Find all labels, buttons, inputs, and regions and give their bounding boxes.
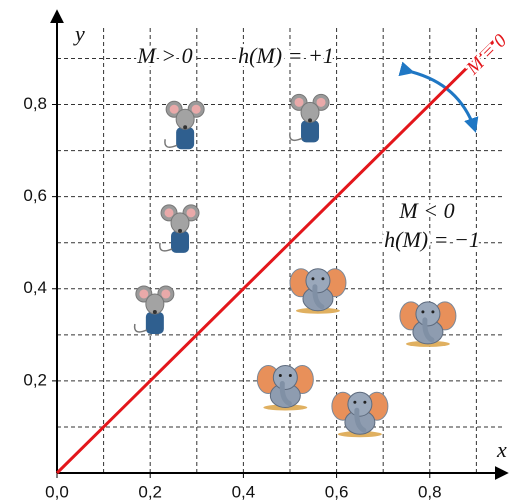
y-tick-label: 0,6 — [23, 186, 47, 205]
mouse-tail — [164, 139, 178, 148]
mouse-tail — [289, 132, 303, 142]
x-axis-title: x — [496, 437, 507, 462]
mouse-point — [164, 100, 205, 150]
elephant-trunk — [422, 317, 435, 343]
y-axis-title: y — [73, 21, 85, 46]
elephant-eye — [421, 310, 425, 314]
mouse-ear-inner — [164, 208, 174, 218]
mouse-ear-inner — [191, 104, 201, 114]
mouse-nose — [152, 309, 157, 314]
mouse-ear-inner — [186, 208, 196, 218]
elephant-eye — [431, 310, 435, 314]
mouse-ear-inner — [139, 289, 149, 299]
mouse-head — [175, 108, 195, 130]
y-tick-label: 0,8 — [23, 94, 47, 113]
decision-boundary — [55, 34, 501, 475]
elephant-eye — [353, 400, 357, 404]
elephant-eye — [278, 373, 282, 377]
elephant-head — [305, 268, 331, 294]
elephant-trunk — [312, 284, 325, 310]
boundary-label: M = 0 — [462, 30, 510, 80]
rotation-arrow — [398, 61, 479, 133]
elephant-point — [399, 301, 457, 347]
mouse-body — [176, 127, 195, 150]
mouse-ear-inner — [316, 97, 326, 107]
elephant-trunk — [354, 407, 367, 433]
mouse-body — [301, 120, 320, 143]
mouse-point — [133, 285, 175, 334]
mouse-ear-inner — [294, 97, 304, 107]
mouse-nose — [308, 118, 313, 123]
annotation: M > 0 — [136, 43, 192, 68]
mouse-body — [171, 230, 190, 253]
elephant-eye — [321, 277, 325, 281]
elephant-point — [331, 391, 389, 438]
elephant-head — [272, 364, 298, 390]
mouse-nose — [178, 228, 183, 233]
y-tick-label: 0,4 — [23, 278, 47, 297]
mouse-ear-inner — [161, 289, 171, 299]
annotation: h(M) = +1 — [238, 43, 334, 68]
mouse-ear-inner — [169, 104, 179, 114]
elephant-point — [289, 268, 347, 314]
mouse-body — [145, 311, 164, 334]
x-tick-label: 0,4 — [232, 482, 256, 501]
x-tick-label: 0,2 — [138, 482, 162, 501]
elephant-head — [347, 391, 373, 417]
y-tick-label: 0,2 — [23, 370, 47, 389]
elephant-head — [415, 301, 441, 327]
x-tick-label: 0,8 — [418, 482, 442, 501]
annotation: M < 0 — [398, 198, 454, 223]
x-tick-label: 0,0 — [45, 482, 69, 501]
elephant-eye — [288, 373, 292, 377]
elephant-eye — [363, 400, 367, 404]
elephant-point — [256, 364, 314, 411]
mouse-point — [289, 93, 330, 143]
annotation: h(M) = −1 — [384, 227, 480, 252]
mouse-tail — [133, 323, 148, 333]
elephant-eye — [311, 277, 315, 281]
elephant-trunk — [279, 380, 292, 406]
mouse-point — [159, 204, 200, 253]
x-tick-label: 0,6 — [325, 482, 349, 501]
mouse-nose — [183, 125, 188, 130]
mouse-tail — [159, 242, 173, 252]
